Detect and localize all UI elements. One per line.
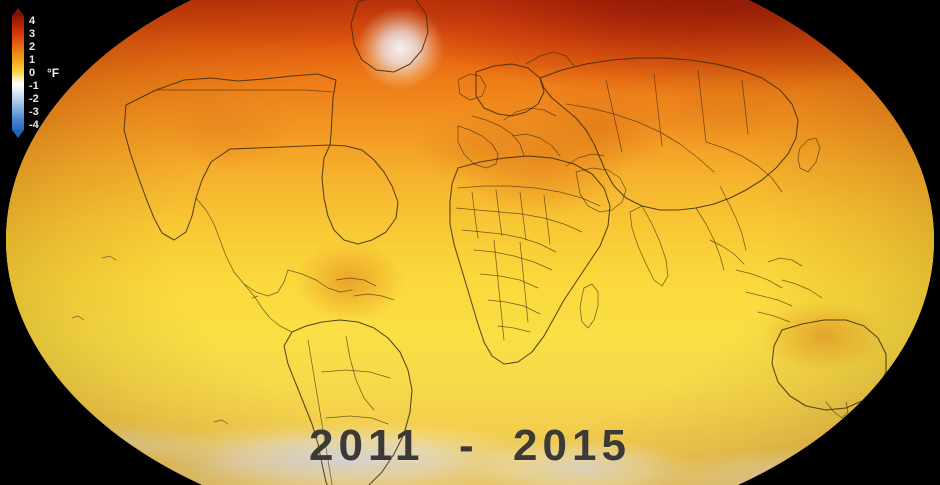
- colorbar-tick-3: 3: [29, 28, 36, 40]
- colorbar-tick-minus-3: -3: [29, 106, 39, 118]
- global-temperature-map: [6, 0, 934, 485]
- antarctic-band: [6, 0, 934, 485]
- limb-vignette: [6, 0, 934, 485]
- colorbar-tick-minus-4: -4: [29, 119, 39, 131]
- colorbar-tick-minus-2: -2: [29, 93, 39, 105]
- colorbar-unit-label: °F: [47, 66, 60, 80]
- colorbar-tick-0: 0: [29, 67, 36, 79]
- colorbar-tick-4: 4: [29, 15, 36, 27]
- colorbar-tick-2: 2: [29, 41, 36, 53]
- colorbar-tick-minus-1: -1: [29, 80, 39, 92]
- colorbar-low-extend-arrow-icon: [12, 130, 24, 138]
- coastline-border-overlay: [71, 0, 923, 485]
- year-range-caption: 2011 - 2015: [309, 421, 631, 470]
- colorbar-high-extend-arrow-icon: [12, 8, 24, 16]
- colorbar-tick-1: 1: [29, 54, 36, 66]
- temperature-colorbar-legend: 4 3 2 1 0 -1 -2 -3 -4 °F: [9, 8, 65, 138]
- colorbar-gradient: [12, 16, 24, 130]
